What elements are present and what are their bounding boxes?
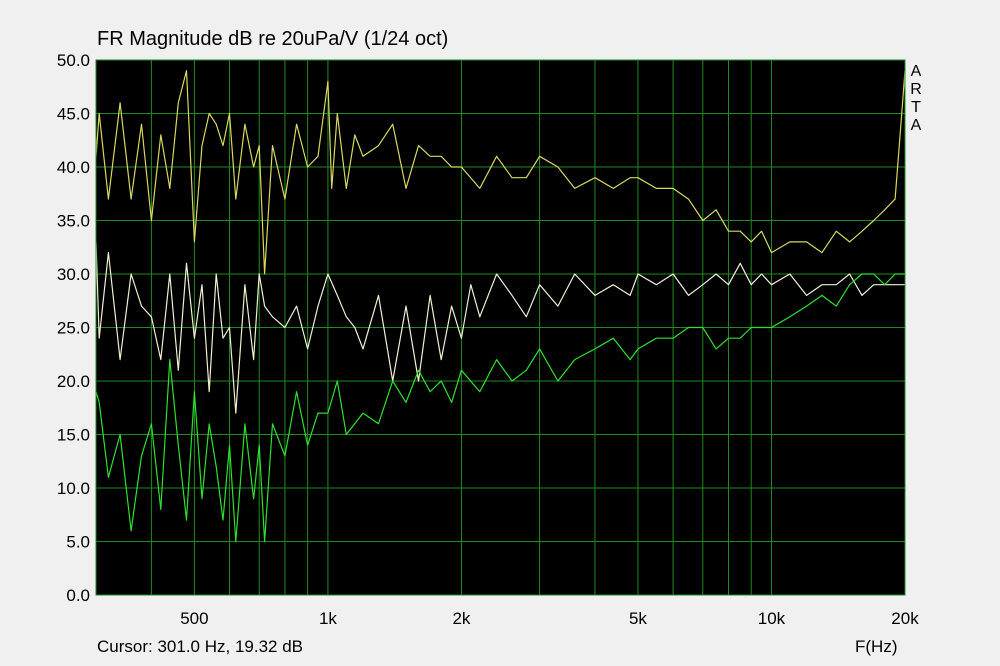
chart-title: FR Magnitude dB re 20uPa/V (1/24 oct) [97,28,449,50]
x-axis-unit-label: F(Hz) [855,637,898,656]
x-tick-label: 1k [319,609,337,628]
y-tick-label: 5.0 [66,533,90,552]
plot-frame [95,59,906,596]
x-tick-label: 2k [452,609,470,628]
frequency-response-trace-2 [95,241,905,414]
y-tick-label: 0.0 [66,586,90,605]
y-tick-label: 40.0 [57,158,90,177]
y-tick-label: 25.0 [57,319,90,338]
x-tick-label: 500 [180,609,208,628]
y-tick-label: 10.0 [57,479,90,498]
y-tick-label: 35.0 [57,212,90,231]
x-axis-ticks: 500 1k 2k 5k 10k 20k [180,609,919,628]
y-tick-label: 15.0 [57,426,90,445]
y-tick-label: 20.0 [57,372,90,391]
frequency-response-trace-1 [95,70,906,275]
x-tick-label: 20k [891,609,919,628]
y-tick-label: 50.0 [57,51,90,70]
x-tick-label: 10k [758,609,786,628]
grid-lines [96,59,905,596]
arta-brand-label: A R T A [909,63,923,135]
brand-letter: T [911,99,921,116]
brand-letter: A [910,63,922,80]
y-tick-label: 45.0 [57,105,90,124]
y-axis-ticks: 0.0 5.0 10.0 15.0 20.0 25.0 30.0 35.0 40.0 45.0 50… [57,51,90,605]
x-tick-label: 5k [629,609,647,628]
brand-letter: R [910,81,922,98]
traces [95,70,906,543]
y-tick-label: 30.0 [57,265,90,284]
frequency-response-trace-3 [95,273,905,543]
brand-letter: A [910,117,922,134]
cursor-readout: Cursor: 301.0 Hz, 19.32 dB [97,637,304,656]
